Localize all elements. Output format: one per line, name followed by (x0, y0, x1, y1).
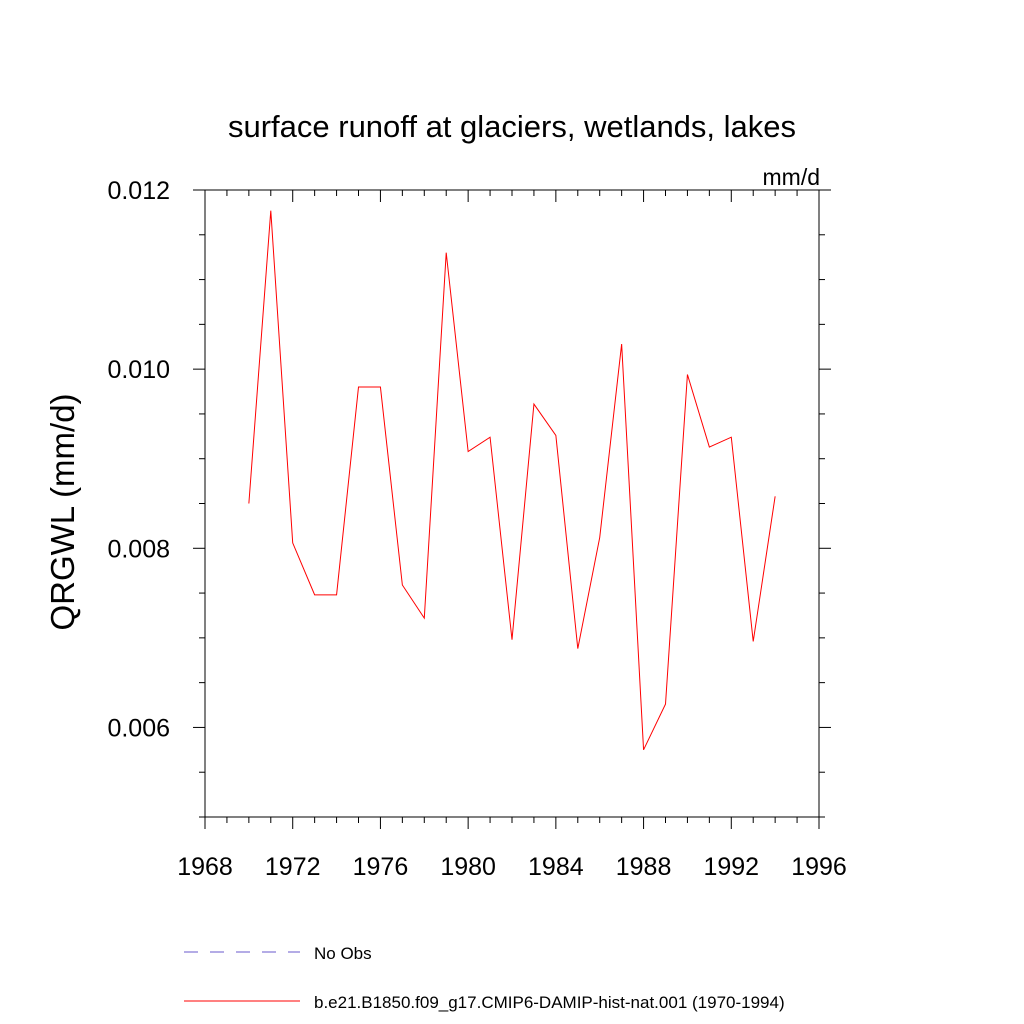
series-line-1 (248, 210, 776, 751)
x-tick-label: 1968 (177, 853, 233, 881)
y-tick-label: 0.012 (107, 177, 170, 205)
x-tick-label: 1984 (528, 853, 584, 881)
y-tick-label: 0.008 (107, 535, 170, 563)
legend-label-0: No Obs (314, 944, 372, 963)
series-lines (248, 210, 776, 751)
x-tick-label: 1980 (440, 853, 496, 881)
x-tick-label: 1976 (353, 853, 409, 881)
x-tick-label: 1972 (265, 853, 321, 881)
chart-title: surface runoff at glaciers, wetlands, la… (228, 109, 796, 144)
legend: No Obs b.e21.B1850.f09_g17.CMIP6-DAMIP-hi… (184, 944, 785, 1012)
y-tick-label: 0.010 (107, 356, 170, 384)
legend-label-1: b.e21.B1850.f09_g17.CMIP6-DAMIP-hist-nat… (314, 993, 785, 1012)
tick-labels: 1968 1972 1976 1980 1984 1988 1992 1996 0.006 0.0… (107, 177, 846, 881)
x-tick-label: 1992 (703, 853, 759, 881)
axis-ticks (193, 189, 831, 829)
x-tick-label: 1988 (616, 853, 672, 881)
units-label: mm/d (763, 164, 821, 190)
plot-frame (204, 189, 820, 818)
y-tick-label: 0.006 (107, 714, 170, 742)
x-tick-label: 1996 (791, 853, 847, 881)
y-axis-label: QRGWL (mm/d) (44, 393, 81, 630)
